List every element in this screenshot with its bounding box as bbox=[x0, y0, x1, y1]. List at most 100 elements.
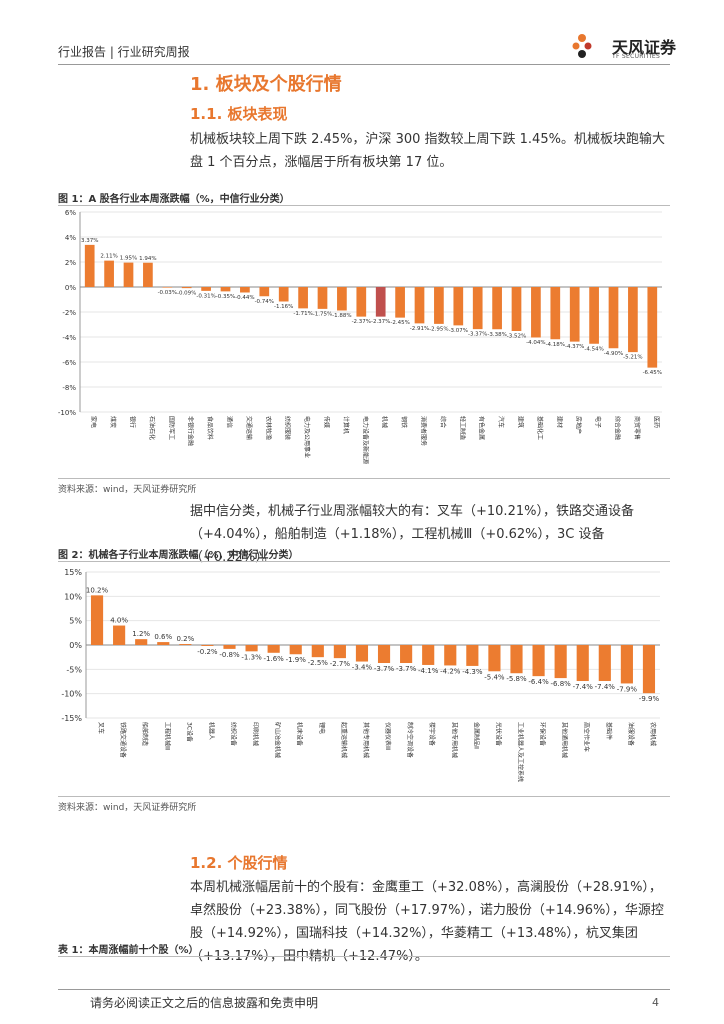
x-category-label: 叉车 bbox=[97, 722, 105, 734]
y-tick-label: -4% bbox=[62, 334, 76, 342]
bar bbox=[472, 287, 483, 330]
x-category-label: 铁路交通设备 bbox=[119, 722, 127, 758]
x-category-label: 其他专用机械 bbox=[362, 722, 370, 758]
bar bbox=[576, 645, 589, 682]
data-label: -0.2% bbox=[197, 648, 218, 656]
data-label: -4.90% bbox=[604, 351, 623, 357]
data-label: 1.94% bbox=[139, 256, 156, 262]
data-label: -7.4% bbox=[595, 683, 616, 691]
bar bbox=[123, 262, 134, 287]
x-category-label: 纺织服装 bbox=[284, 416, 292, 440]
y-tick-label: 4% bbox=[65, 234, 76, 242]
x-category-label: 环保设备 bbox=[539, 722, 547, 746]
x-category-label: 工业机器人及工控系统 bbox=[517, 722, 525, 782]
table-1-top-divider bbox=[58, 956, 670, 957]
data-label: -6.8% bbox=[550, 680, 571, 688]
data-label: 1.95% bbox=[120, 256, 137, 262]
bar bbox=[620, 645, 633, 684]
x-category-label: 商贸零售 bbox=[633, 416, 641, 440]
bar bbox=[511, 287, 522, 331]
bar bbox=[554, 645, 567, 679]
data-label: -7.9% bbox=[617, 685, 638, 693]
bar bbox=[444, 645, 457, 666]
x-category-label: 印刷机械 bbox=[252, 722, 260, 746]
x-category-label: 电力设备及新能源 bbox=[361, 416, 369, 464]
bar bbox=[550, 287, 561, 340]
x-category-label: 有色金属 bbox=[478, 416, 486, 440]
x-category-label: 医药 bbox=[652, 416, 660, 428]
figure-2-source: 资料来源：wind，天风证券研究所 bbox=[58, 803, 197, 813]
bar bbox=[333, 645, 346, 659]
data-label: -1.75% bbox=[313, 311, 332, 317]
x-category-label: 其他通用机械 bbox=[561, 722, 569, 758]
bar bbox=[240, 287, 250, 293]
bar bbox=[375, 287, 386, 317]
y-tick-label: 0% bbox=[69, 641, 82, 650]
bar bbox=[278, 287, 289, 302]
x-category-label: 高空作业车 bbox=[583, 722, 591, 752]
x-category-label: 金属制品Ⅱ bbox=[472, 722, 480, 749]
data-label: -3.7% bbox=[396, 665, 417, 673]
subsection-title-sector: 1.1. 板块表现 bbox=[190, 105, 288, 123]
bar bbox=[466, 645, 479, 666]
data-label: -3.7% bbox=[374, 665, 395, 673]
x-category-label: 煤炭 bbox=[109, 416, 117, 428]
data-label: -1.3% bbox=[241, 653, 262, 661]
y-tick-label: -2% bbox=[62, 309, 76, 317]
bar bbox=[90, 595, 104, 645]
subsection-title-stocks: 1.2. 个股行情 bbox=[190, 854, 288, 872]
data-label: -3.4% bbox=[352, 664, 373, 672]
x-category-label: 钢铁 bbox=[400, 416, 408, 428]
x-category-label: 基础化工 bbox=[536, 416, 544, 440]
bar bbox=[395, 287, 405, 318]
data-label: 0.2% bbox=[176, 635, 194, 643]
data-label: -4.54% bbox=[584, 346, 603, 352]
data-label: -1.16% bbox=[274, 304, 293, 310]
report-type-header: 行业报告 | 行业研究周报 bbox=[58, 45, 190, 59]
x-category-label: 食品饮料 bbox=[206, 416, 214, 440]
footer-divider bbox=[58, 989, 670, 990]
y-tick-label: 10% bbox=[64, 592, 82, 601]
x-category-label: 房地产 bbox=[575, 416, 583, 434]
x-category-label: 农用机械 bbox=[649, 722, 657, 746]
bar bbox=[453, 287, 464, 326]
x-category-label: 农林牧渔 bbox=[264, 416, 272, 440]
bar bbox=[317, 287, 328, 309]
bar bbox=[510, 645, 523, 674]
data-label: -4.3% bbox=[462, 668, 483, 676]
data-label: -1.6% bbox=[263, 655, 284, 663]
x-category-label: 油服设备 bbox=[627, 722, 635, 746]
figure-2-bottom-divider bbox=[58, 796, 670, 797]
x-category-label: 3C设备 bbox=[185, 722, 193, 742]
bar bbox=[492, 287, 502, 330]
x-category-label: 锂电 bbox=[318, 722, 326, 734]
data-label: -7.4% bbox=[573, 683, 594, 691]
data-label: -6.4% bbox=[528, 678, 549, 686]
y-tick-label: 0% bbox=[65, 284, 76, 292]
data-label: 4.0% bbox=[110, 617, 128, 625]
data-label: 1.2% bbox=[132, 630, 150, 638]
bar bbox=[589, 287, 599, 344]
x-category-label: 制冷空调设备 bbox=[406, 722, 414, 758]
tf-logo-icon bbox=[572, 34, 592, 58]
bar bbox=[337, 287, 347, 311]
data-label: 2.11% bbox=[100, 254, 117, 260]
data-label: -0.44% bbox=[235, 295, 254, 301]
x-category-label: 综合 bbox=[439, 416, 447, 428]
bar bbox=[289, 645, 302, 655]
data-label: -0.8% bbox=[219, 651, 240, 659]
data-label: -5.4% bbox=[484, 673, 505, 681]
figure-2-top-divider bbox=[58, 561, 670, 562]
y-tick-label: -15% bbox=[61, 714, 82, 723]
bar bbox=[434, 287, 444, 324]
x-category-label: 国防军工 bbox=[167, 416, 175, 440]
y-tick-label: 2% bbox=[65, 259, 76, 267]
bar bbox=[179, 644, 192, 645]
bar bbox=[532, 645, 545, 677]
y-tick-label: 15% bbox=[64, 568, 82, 577]
bar bbox=[113, 625, 126, 645]
data-label: -0.74% bbox=[255, 299, 274, 305]
x-category-label: 矿山冶金机械 bbox=[274, 722, 282, 758]
bar bbox=[647, 287, 658, 368]
x-category-label: 建材 bbox=[555, 416, 563, 428]
